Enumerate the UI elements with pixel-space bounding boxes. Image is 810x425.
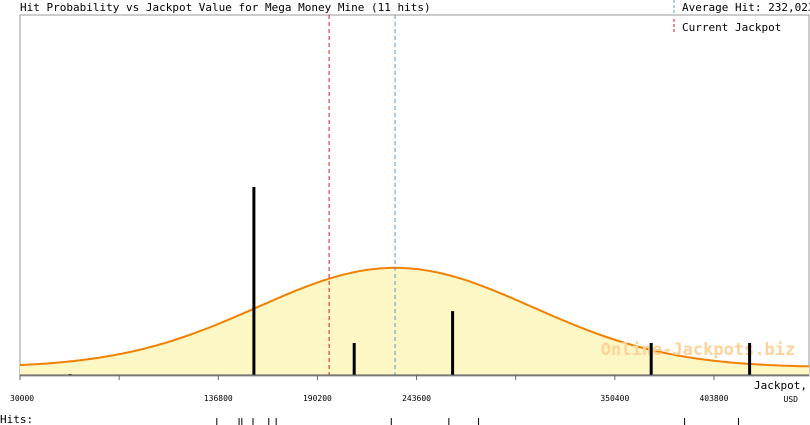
x-tick-label: 190200 <box>303 394 332 403</box>
x-tick-label: 30000 <box>10 394 34 403</box>
legend: Average Hit: 232,023 Current Jackpot <box>673 0 810 34</box>
legend-current-jackpot-label: Current Jackpot <box>682 21 781 34</box>
x-tick-label: 403800 <box>699 394 728 403</box>
bar <box>352 343 356 375</box>
bar <box>252 187 256 375</box>
reference-lines-layer <box>328 15 396 375</box>
chart-title: Hit Probability vs Jackpot Value for Meg… <box>20 1 431 14</box>
distribution-curve <box>19 266 810 368</box>
hits-label: Hits: <box>0 413 33 425</box>
distribution-area <box>20 267 809 375</box>
hits-rug <box>216 418 739 425</box>
watermark: Online-Jackpots.biz <box>601 340 795 360</box>
x-axis-unit: USD <box>784 395 799 404</box>
x-axis: 30000 136800 190200 243600 350400 403800 <box>10 374 809 403</box>
x-tick-label: 243600 <box>402 394 431 403</box>
bar <box>451 311 455 375</box>
bar <box>649 343 653 375</box>
bar <box>748 343 752 375</box>
x-axis-label: Jackpot, <box>754 379 807 392</box>
x-tick-label: 350400 <box>600 394 629 403</box>
distribution-curve-layer <box>19 266 810 375</box>
plot-frame <box>19 14 810 377</box>
x-tick-label: 136800 <box>204 394 233 403</box>
legend-average-hit-label: Average Hit: 232,023 <box>682 1 810 14</box>
